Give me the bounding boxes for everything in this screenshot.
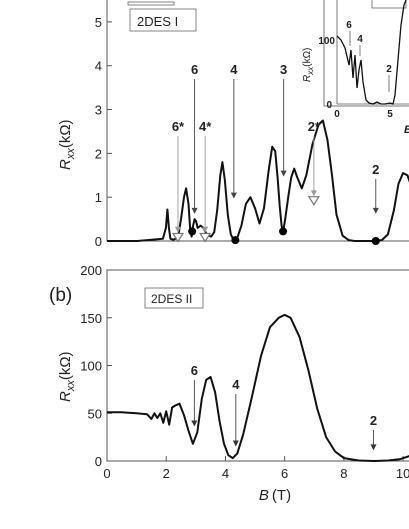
panel-a-sample-label-box: 2DES I (127, 1, 197, 32)
b-xtick-label: 6 (281, 466, 288, 481)
panel-a-y-ticks: 0 1 2 3 4 5 (95, 15, 112, 249)
a-annotation-arrowhead (310, 190, 317, 197)
a-annotation-label: 4* (199, 119, 212, 134)
panel-b-y-ticks: 0 50 100 150 200 (80, 263, 112, 469)
a-annotation-label: 6 (191, 62, 198, 77)
a-annotation-label: 3 (280, 62, 287, 77)
a-filled-dot (279, 227, 288, 236)
a-annotation-label: 2* (308, 119, 321, 134)
a-filled-dot (188, 227, 197, 236)
inset-xtick-0: 0 (334, 109, 340, 120)
b-annotation-label: 2 (370, 413, 377, 428)
b-ytick-label: 50 (88, 406, 102, 421)
panel-a-curve (107, 119, 409, 242)
a-annotation-arrowhead (230, 192, 237, 199)
a-open-triangle (199, 232, 212, 243)
a-annotation-label: 6* (172, 119, 185, 134)
b-xtick-label: 10 (396, 466, 409, 481)
panel-b-x-axis-label: B (T) (259, 487, 291, 504)
panel-a-annotations: 6 4 3 2 6* 4* 2* (172, 62, 379, 233)
a-annotation-arrowhead (280, 170, 287, 177)
panel-b-sample-label-box (144, 287, 204, 309)
panel-b: 0 50 100 150 200 0 2 4 6 8 10 6 4 2 (b) 2DES II Rxx… (49, 263, 409, 504)
a-ytick-label: 4 (95, 59, 102, 74)
inset-curve (336, 0, 407, 105)
inset-frame (323, 0, 409, 107)
b-series-line (107, 313, 409, 462)
panel-a-inset: 0 100 0 5 B Rxx(kΩ) 6 4 2 (302, 0, 409, 136)
a-annotation-label: 4 (230, 62, 238, 77)
panel-b-label: (b) (49, 285, 72, 306)
b-annotation-label: 6 (191, 363, 198, 378)
b-xtick-label: 8 (340, 466, 347, 481)
panel-a-sample-label: 2DES I (137, 14, 178, 29)
a-open-triangle (307, 196, 320, 206)
b-annotation-arrowhead (191, 420, 198, 427)
b-xtick-label: 4 (222, 466, 229, 481)
a-annotation-arrowhead (191, 207, 198, 214)
inset-xtick-5: 5 (387, 109, 393, 120)
inset-annotation-2: 2 (386, 64, 392, 75)
a-open-triangle (171, 232, 185, 243)
panel-b-x-ticks: 0 2 4 6 8 10 (103, 456, 409, 481)
a-ytick-label: 5 (95, 15, 102, 30)
inset-x-label: B (404, 124, 409, 136)
a-annotation-arrowhead (372, 207, 379, 214)
b-annotation-arrowhead (232, 440, 239, 447)
panel-b-annotations: 6 4 2 (191, 363, 377, 451)
b-ytick-label: 150 (80, 311, 102, 326)
a-annotation-label: 2 (372, 162, 379, 177)
panel-a-y-axis-label: Rxx(kΩ) (57, 119, 77, 170)
panel-b-curve (107, 313, 409, 462)
b-xtick-label: 2 (163, 466, 170, 481)
b-ytick-label: 0 (95, 454, 102, 469)
b-xtick-label: 0 (103, 466, 110, 481)
a-annotation-arrowhead (202, 226, 209, 233)
inset-label-box (371, 0, 407, 9)
a-filled-dot (371, 237, 380, 245)
a-ytick-label: 2 (95, 146, 102, 161)
inset-ytick-0: 0 (326, 100, 332, 111)
panel-b-y-axis-label: Rxx(kΩ) (57, 351, 77, 402)
a-ytick-label: 1 (95, 190, 102, 205)
a-filled-dot (231, 236, 240, 245)
inset-y-label: Rxx(kΩ) (302, 48, 315, 82)
b-ytick-label: 200 (80, 263, 102, 278)
a-annotation-arrowhead (174, 226, 181, 233)
b-ytick-label: 100 (80, 359, 102, 374)
b-annotation-label: 4 (232, 377, 240, 392)
b-annotation-arrowhead (370, 444, 377, 451)
inset-ytick-100: 100 (318, 36, 335, 47)
panel-a-markers (171, 196, 380, 245)
inset-annotation-4: 4 (357, 34, 363, 45)
panel-b-sample-label: 2DES II (151, 292, 192, 306)
a-series-line (107, 119, 409, 242)
inset-annotation-6: 6 (346, 20, 352, 31)
a-ytick-label: 3 (95, 103, 102, 118)
a-ytick-label: 0 (95, 234, 102, 249)
